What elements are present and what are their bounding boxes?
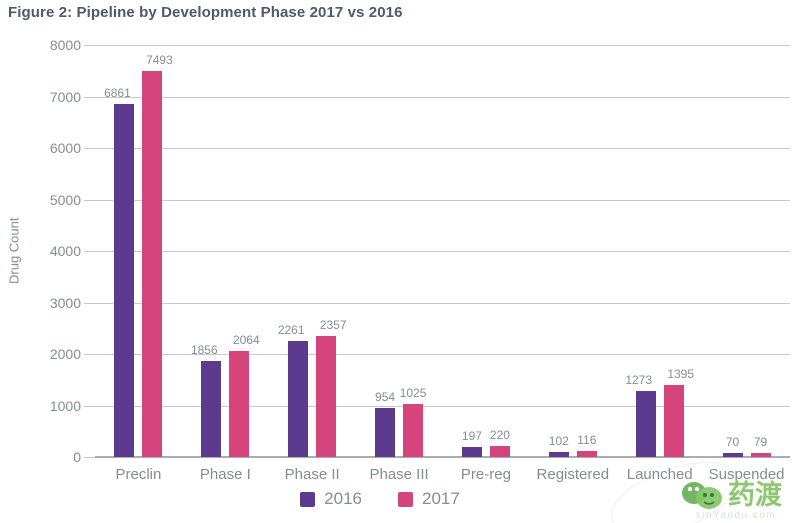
x-tick-label: Phase III: [369, 466, 429, 483]
yaodu-logo-icon: [682, 482, 722, 509]
gridline-0: [95, 456, 790, 458]
value-label: 102: [548, 433, 569, 448]
watermark-url-text: xinYaodu.com: [695, 510, 777, 521]
legend-label-2017: 2017: [422, 489, 460, 508]
gridline-2000: [95, 354, 790, 355]
legend-item-2016: 2016: [300, 489, 362, 509]
legend-item-2017: 2017: [398, 489, 460, 509]
bar-2016-Pre-reg: [461, 446, 482, 457]
bar-2017-Pre-reg: [489, 445, 510, 457]
value-label: 2064: [232, 332, 260, 347]
bar-2017-Launched: [663, 385, 684, 457]
value-label: 79: [753, 434, 768, 449]
y-tick-label-6000: 6000: [49, 140, 81, 156]
bar-2017-Preclin: [142, 71, 163, 457]
y-tick-8000: [84, 45, 95, 46]
y-tick-label-0: 0: [73, 449, 81, 465]
bar-2017-Phase II: [316, 335, 337, 457]
legend-swatch-2017: [398, 491, 413, 507]
y-tick-5000: [84, 199, 95, 201]
y-tick-6000: [84, 148, 95, 149]
gridline-1000: [95, 405, 790, 407]
y-tick-label-7000: 7000: [49, 88, 81, 105]
value-label: 1395: [667, 367, 695, 382]
legend-label-2016: 2016: [324, 489, 362, 508]
y-tick-label-1000: 1000: [49, 397, 81, 414]
y-axis-title: Drug Count: [6, 217, 22, 285]
x-tick-label: Registered: [536, 466, 610, 483]
value-label: 1273: [625, 373, 653, 388]
x-tick-label: Phase II: [284, 466, 340, 483]
bar-2016-Phase II: [288, 340, 309, 457]
y-tick-4000: [84, 251, 95, 252]
gridline-8000: [95, 45, 790, 46]
yaodu-watermark: 药渡 xinYaodu.com: [680, 469, 792, 521]
value-label: 1025: [399, 386, 427, 401]
y-tick-1000: [84, 405, 95, 407]
bar-2016-Registered: [548, 451, 569, 457]
x-tick-label: Suspended: [708, 466, 785, 483]
value-label: 6861: [104, 85, 131, 100]
bar-2016-Phase I: [201, 361, 222, 457]
bar-2016-Suspended: [722, 453, 743, 457]
value-label: 1856: [190, 343, 218, 358]
value-label: 2261: [277, 322, 305, 337]
y-tick-2000: [84, 354, 95, 355]
value-label: 7493: [146, 53, 173, 68]
legend-swatch-2016: [300, 491, 316, 507]
value-label: 197: [461, 428, 482, 443]
y-tick-label-3000: 3000: [49, 294, 81, 311]
y-tick-label-8000: 8000: [49, 37, 81, 53]
bar-2016-Preclin: [114, 103, 135, 457]
y-tick-label-2000: 2000: [49, 346, 81, 362]
x-tick-label: Launched: [626, 466, 693, 483]
x-tick-label: Preclin: [115, 466, 162, 483]
y-tick-label-5000: 5000: [49, 191, 81, 208]
y-tick-3000: [84, 302, 95, 304]
gridline-4000: [95, 251, 790, 252]
gridline-7000: [95, 96, 790, 98]
gridline-5000: [95, 199, 790, 201]
legend: 2016 2017: [0, 486, 760, 512]
x-tick-label: Phase I: [199, 466, 251, 483]
y-tick-label-4000: 4000: [49, 243, 81, 259]
bar-2017-Registered: [576, 451, 597, 457]
figure-title: Figure 2: Pipeline by Development Phase …: [8, 4, 403, 21]
gridline-3000: [95, 302, 790, 304]
bar-2016-Launched: [635, 391, 656, 457]
bar-2017-Phase I: [229, 350, 250, 457]
plot-area: 0 1000 2000 3000 4000 5000 6000 7000 8000 Preclin…: [50, 37, 790, 483]
gridline-6000: [95, 148, 790, 149]
y-tick-7000: [84, 96, 95, 98]
value-label: 70: [725, 435, 740, 450]
x-tick-label: Pre-reg: [460, 466, 511, 483]
y-tick-0: [84, 457, 95, 458]
value-label: 116: [577, 433, 597, 448]
value-label: 220: [489, 427, 510, 442]
bar-2017-Suspended: [750, 452, 771, 457]
watermark-brand-text: 药渡: [728, 480, 782, 510]
value-label: 954: [375, 389, 396, 404]
bar-2017-Phase III: [403, 404, 424, 457]
bar-2016-Phase III: [375, 407, 396, 457]
value-label: 2357: [319, 317, 347, 332]
